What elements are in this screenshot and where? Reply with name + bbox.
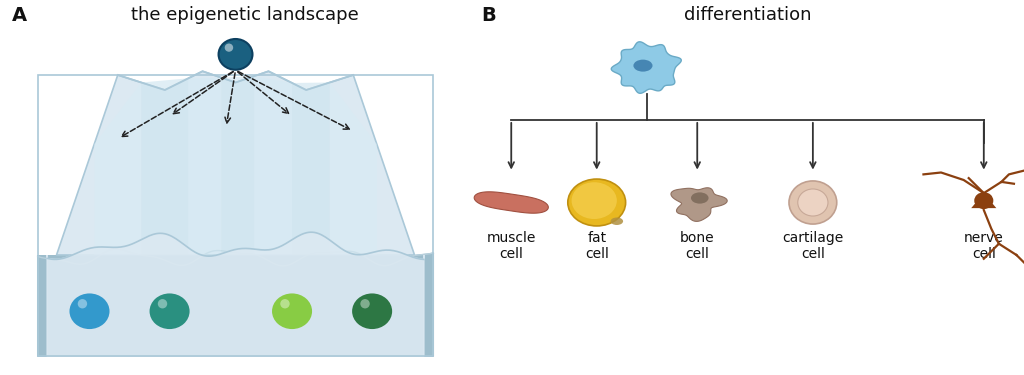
Polygon shape [971, 193, 996, 208]
Polygon shape [330, 82, 377, 255]
Text: A: A [12, 6, 27, 25]
Ellipse shape [610, 217, 623, 225]
Ellipse shape [691, 192, 709, 204]
Text: bone
cell: bone cell [680, 231, 715, 261]
Ellipse shape [70, 293, 110, 329]
Bar [38, 75, 433, 356]
Ellipse shape [360, 299, 370, 308]
Polygon shape [474, 192, 548, 213]
Ellipse shape [974, 192, 993, 209]
Polygon shape [221, 76, 254, 255]
Polygon shape [292, 82, 330, 255]
Text: differentiation: differentiation [684, 6, 811, 24]
Polygon shape [38, 249, 433, 356]
Polygon shape [188, 78, 221, 255]
Ellipse shape [352, 293, 392, 329]
Text: fat
cell: fat cell [585, 231, 608, 261]
Ellipse shape [78, 299, 87, 308]
Text: muscle
cell: muscle cell [486, 231, 536, 261]
Ellipse shape [567, 179, 626, 226]
Ellipse shape [281, 299, 290, 308]
Polygon shape [94, 82, 141, 255]
Ellipse shape [218, 39, 253, 70]
Polygon shape [611, 42, 681, 93]
Text: B: B [481, 6, 496, 25]
Ellipse shape [272, 293, 312, 329]
Bar [38, 255, 433, 356]
Ellipse shape [158, 299, 167, 308]
Polygon shape [671, 188, 727, 221]
Polygon shape [47, 232, 424, 356]
Ellipse shape [790, 181, 837, 224]
Ellipse shape [224, 44, 233, 52]
Ellipse shape [571, 182, 616, 219]
Ellipse shape [634, 60, 652, 72]
Polygon shape [141, 78, 188, 255]
Text: nerve
cell: nerve cell [964, 231, 1004, 261]
Ellipse shape [798, 189, 828, 216]
Polygon shape [254, 76, 292, 255]
Polygon shape [56, 71, 415, 255]
Ellipse shape [150, 293, 189, 329]
Text: the epigenetic landscape: the epigenetic landscape [131, 6, 358, 24]
Text: cartilage
cell: cartilage cell [782, 231, 844, 261]
